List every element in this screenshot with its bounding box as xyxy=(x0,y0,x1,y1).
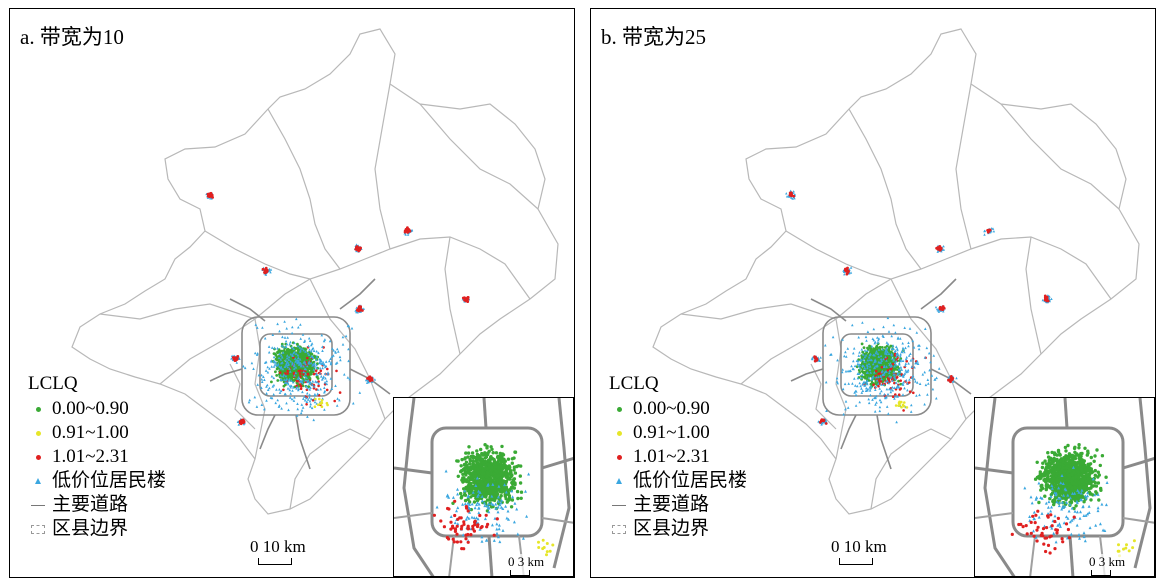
red-dot-icon xyxy=(35,454,41,460)
main-map xyxy=(652,28,1140,515)
legend-item-low-price-housing: 低价位居民楼 xyxy=(28,469,166,493)
red-dot-icon xyxy=(616,454,622,460)
legend-item-main-roads: 主要道路 xyxy=(28,493,166,517)
yellow-dot-icon xyxy=(35,430,41,436)
inset-map: 0 3 km xyxy=(393,397,574,577)
district-boundaries xyxy=(71,28,559,515)
road-line-icon xyxy=(612,504,626,506)
district-boundaries xyxy=(652,28,1140,515)
inset-map: 0 3 km xyxy=(974,397,1155,577)
legend: LCLQ 0.00~0.90 0.91~1.00 1.01~2.31 低价位居民… xyxy=(28,372,166,541)
dashed-box-icon xyxy=(31,524,45,534)
legend-item-low-price-housing: 低价位居民楼 xyxy=(609,469,747,493)
legend-item-district-boundary: 区县边界 xyxy=(28,517,166,541)
legend-item-class-1: 0.00~0.90 xyxy=(28,397,166,421)
legend-heading: LCLQ xyxy=(609,373,659,394)
inset-scale-bar: 0 3 km xyxy=(1089,554,1126,576)
map-panel-b: b. 带宽为25 LCLQ 0.00~0.90 0.91~1.00 1.01~2… xyxy=(590,8,1156,578)
legend-item-class-3: 1.01~2.31 xyxy=(609,445,747,469)
legend: LCLQ 0.00~0.90 0.91~1.00 1.01~2.31 低价位居民… xyxy=(609,372,747,541)
green-dot-icon xyxy=(616,406,622,412)
blue-triangle-icon xyxy=(35,478,41,484)
yellow-dot-icon xyxy=(616,430,622,436)
road-line-icon xyxy=(31,504,45,506)
scale-bar: 0 10 km xyxy=(250,537,306,565)
legend-item-class-3: 1.01~2.31 xyxy=(28,445,166,469)
dashed-box-icon xyxy=(612,524,626,534)
green-dot-icon xyxy=(35,406,41,412)
legend-item-class-1: 0.00~0.90 xyxy=(609,397,747,421)
panel-title: b. 带宽为25 xyxy=(601,25,706,49)
data-points xyxy=(205,191,471,426)
map-panel-a: a. 带宽为10 LCLQ 0.00~0.90 0.91~1.00 1.01~2… xyxy=(9,8,575,578)
legend-item-district-boundary: 区县边界 xyxy=(609,517,747,541)
data-points xyxy=(785,189,1053,426)
scale-bar: 0 10 km xyxy=(831,537,887,565)
panel-title: a. 带宽为10 xyxy=(20,25,124,49)
legend-item-class-2: 0.91~1.00 xyxy=(28,421,166,445)
legend-item-main-roads: 主要道路 xyxy=(609,493,747,517)
legend-heading: LCLQ xyxy=(28,373,78,394)
blue-triangle-icon xyxy=(616,478,622,484)
inset-scale-bar: 0 3 km xyxy=(508,554,545,576)
main-map xyxy=(71,28,559,515)
legend-item-class-2: 0.91~1.00 xyxy=(609,421,747,445)
